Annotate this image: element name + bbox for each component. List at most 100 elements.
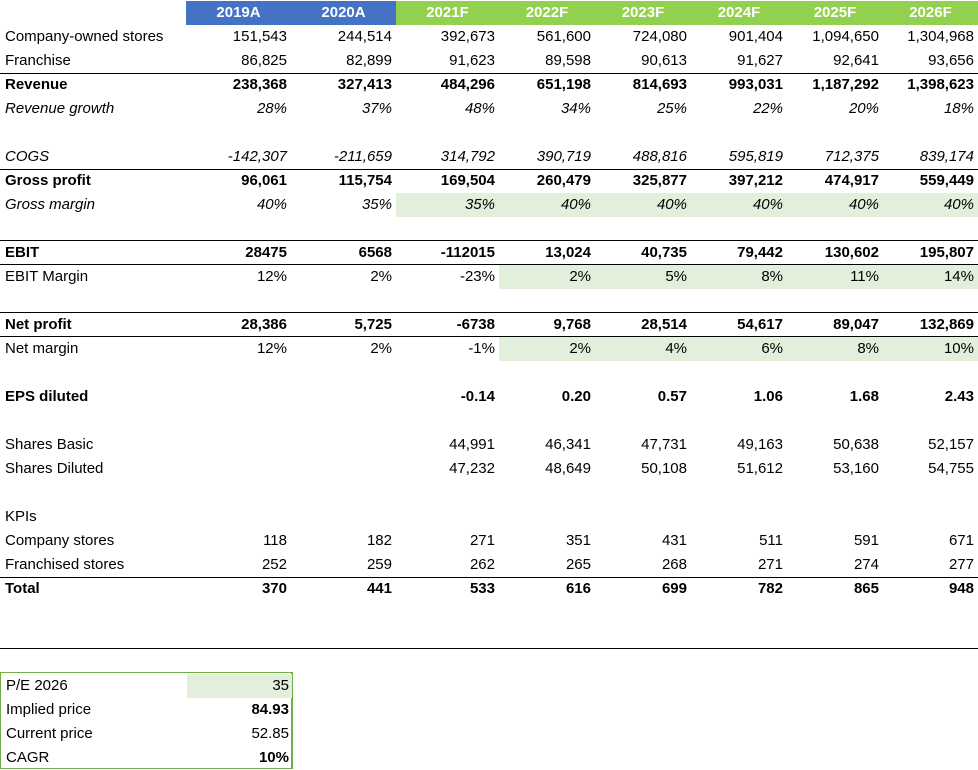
value-cell[interactable]: 8% — [691, 265, 787, 289]
implied-price-value[interactable]: 84.93 — [251, 701, 289, 718]
value-cell[interactable]: 351 — [565, 532, 591, 549]
value-cell[interactable]: 48% — [464, 100, 495, 117]
value-cell[interactable]: 5,725 — [354, 316, 392, 333]
value-cell[interactable]: 712,375 — [824, 148, 879, 165]
value-cell[interactable]: 8% — [787, 337, 883, 361]
value-cell[interactable]: 314,792 — [440, 148, 495, 165]
row-label[interactable]: Company-owned stores — [5, 28, 164, 45]
row-label[interactable]: Revenue — [5, 76, 68, 93]
value-cell[interactable]: 40,735 — [641, 244, 687, 261]
value-cell[interactable]: 35% — [396, 193, 499, 217]
value-cell[interactable]: 14% — [883, 265, 978, 289]
row-label[interactable]: EPS diluted — [5, 388, 89, 405]
row-label[interactable]: Shares Diluted — [5, 460, 104, 477]
value-cell[interactable]: 6% — [691, 337, 787, 361]
row-label[interactable]: Revenue growth — [5, 100, 115, 117]
value-cell[interactable]: 195,807 — [919, 244, 974, 261]
value-cell[interactable]: 79,442 — [737, 244, 783, 261]
value-cell[interactable]: 370 — [261, 580, 287, 597]
value-cell[interactable]: 53,160 — [833, 460, 879, 477]
value-cell[interactable]: 25% — [656, 100, 687, 117]
value-cell[interactable]: 13,024 — [545, 244, 591, 261]
current-price-label[interactable]: Current price — [6, 725, 93, 742]
value-cell[interactable]: 40% — [787, 193, 883, 217]
value-cell[interactable]: -6738 — [456, 316, 495, 333]
cagr-label[interactable]: CAGR — [6, 749, 50, 766]
value-cell[interactable]: 595,819 — [728, 148, 783, 165]
header-cell[interactable]: 2020A — [291, 1, 396, 25]
value-cell[interactable]: 814,693 — [632, 76, 687, 93]
value-cell[interactable]: 50,638 — [833, 436, 879, 453]
value-cell[interactable]: 40% — [595, 193, 691, 217]
value-cell[interactable]: 54,755 — [928, 460, 974, 477]
value-cell[interactable]: 5% — [595, 265, 691, 289]
value-cell[interactable]: 262 — [469, 556, 495, 573]
row-label[interactable]: Franchised stores — [5, 556, 125, 573]
value-cell[interactable]: 431 — [661, 532, 687, 549]
value-cell[interactable]: 327,413 — [337, 76, 392, 93]
value-cell[interactable]: 474,917 — [824, 172, 879, 189]
value-cell[interactable]: 130,602 — [824, 244, 879, 261]
value-cell[interactable]: 271 — [469, 532, 495, 549]
value-cell[interactable]: 441 — [366, 580, 392, 597]
value-cell[interactable]: -211,659 — [333, 148, 392, 165]
value-cell[interactable]: 1.06 — [753, 388, 783, 405]
value-cell[interactable]: 244,514 — [337, 28, 392, 45]
cagr-value[interactable]: 10% — [258, 749, 289, 766]
value-cell[interactable]: 52,157 — [928, 436, 974, 453]
value-cell[interactable]: 839,174 — [919, 148, 974, 165]
value-cell[interactable]: 948 — [948, 580, 974, 597]
value-cell[interactable]: 50,108 — [641, 460, 687, 477]
value-cell[interactable] — [186, 433, 291, 457]
value-cell[interactable]: 182 — [366, 532, 392, 549]
value-cell[interactable]: 28,514 — [641, 316, 687, 333]
value-cell[interactable]: 4% — [595, 337, 691, 361]
value-cell[interactable]: 91,623 — [449, 52, 495, 69]
pe-value[interactable]: 35 — [187, 674, 292, 698]
value-cell[interactable]: 651,198 — [536, 76, 591, 93]
value-cell[interactable]: 47,731 — [641, 436, 687, 453]
value-cell[interactable]: -112015 — [440, 244, 495, 261]
value-cell[interactable] — [186, 505, 291, 529]
value-cell[interactable]: 34% — [560, 100, 591, 117]
value-cell[interactable]: 96,061 — [241, 172, 287, 189]
value-cell[interactable]: 51,612 — [737, 460, 783, 477]
header-cell[interactable]: 2023F — [595, 1, 691, 25]
value-cell[interactable]: 782 — [757, 580, 783, 597]
value-cell[interactable]: 169,504 — [440, 172, 495, 189]
row-label[interactable]: Franchise — [5, 52, 71, 69]
value-cell[interactable]: 12% — [256, 340, 287, 357]
row-label[interactable]: EBIT — [5, 244, 40, 261]
value-cell[interactable]: 1,187,292 — [812, 76, 879, 93]
value-cell[interactable]: 252 — [261, 556, 287, 573]
value-cell[interactable]: 392,673 — [440, 28, 495, 45]
value-cell[interactable]: 2% — [370, 268, 392, 285]
header-cell[interactable]: 2026F — [883, 1, 978, 25]
value-cell[interactable]: 865 — [853, 580, 879, 597]
value-cell[interactable]: 115,754 — [338, 172, 392, 189]
row-label[interactable]: Net profit — [5, 316, 72, 333]
value-cell[interactable]: 40% — [499, 193, 595, 217]
value-cell[interactable] — [691, 505, 787, 529]
value-cell[interactable]: 47,232 — [449, 460, 495, 477]
value-cell[interactable]: 35% — [361, 196, 392, 213]
value-cell[interactable]: 10% — [883, 337, 978, 361]
value-cell[interactable]: 260,479 — [536, 172, 591, 189]
row-label[interactable]: Total — [5, 580, 40, 597]
value-cell[interactable] — [186, 457, 291, 481]
value-cell[interactable]: 265 — [565, 556, 591, 573]
value-cell[interactable]: 533 — [469, 580, 495, 597]
row-label[interactable]: Net margin — [5, 340, 79, 357]
value-cell[interactable]: -142,307 — [227, 148, 287, 165]
value-cell[interactable]: 40% — [256, 196, 287, 213]
value-cell[interactable]: 82,899 — [346, 52, 392, 69]
value-cell[interactable]: 118 — [263, 532, 287, 549]
value-cell[interactable]: 0.20 — [561, 388, 591, 405]
row-label[interactable]: Gross margin — [5, 196, 96, 213]
value-cell[interactable]: 37% — [361, 100, 392, 117]
value-cell[interactable]: 1,304,968 — [907, 28, 974, 45]
value-cell[interactable]: 268 — [661, 556, 687, 573]
value-cell[interactable] — [787, 505, 883, 529]
value-cell[interactable]: 28475 — [245, 244, 287, 261]
value-cell[interactable]: 44,991 — [449, 436, 495, 453]
